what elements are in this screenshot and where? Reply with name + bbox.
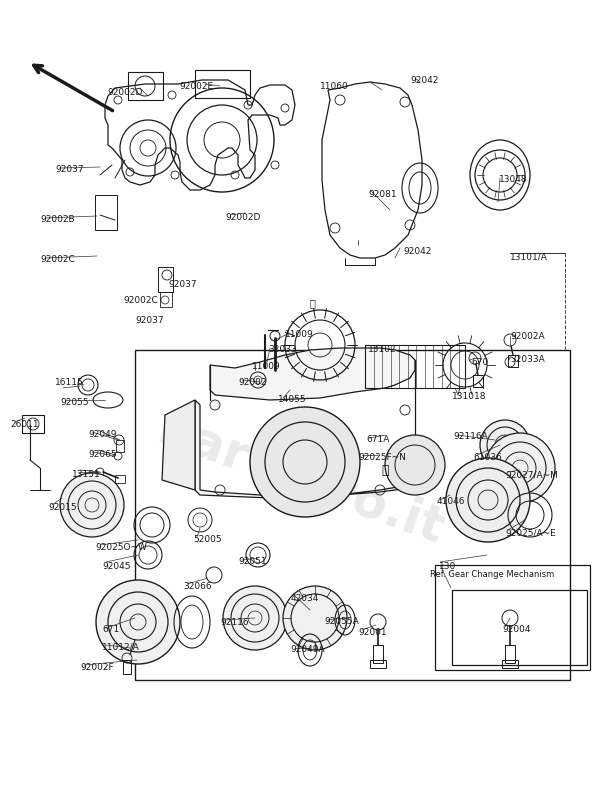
Bar xyxy=(158,267,173,292)
Text: 92025F~N: 92025F~N xyxy=(358,453,406,462)
Text: 52005: 52005 xyxy=(193,535,221,544)
Text: 92002C: 92002C xyxy=(123,296,158,305)
Text: 11009: 11009 xyxy=(252,362,281,371)
Text: 671A: 671A xyxy=(366,435,389,444)
Text: 92025/A~E: 92025/A~E xyxy=(505,528,556,537)
Text: 92081: 92081 xyxy=(368,190,397,199)
Bar xyxy=(135,350,570,680)
Text: 11012/A: 11012/A xyxy=(102,643,140,652)
Text: 92002B: 92002B xyxy=(40,215,74,224)
Text: 13048: 13048 xyxy=(499,175,527,184)
Text: 92002D: 92002D xyxy=(225,213,260,222)
Text: 61036: 61036 xyxy=(473,453,502,462)
Text: 13101/A: 13101/A xyxy=(510,253,548,262)
Text: 11009: 11009 xyxy=(285,330,314,339)
Bar xyxy=(195,70,250,98)
Circle shape xyxy=(96,580,180,664)
Text: 92037: 92037 xyxy=(135,316,164,325)
Text: 92002: 92002 xyxy=(238,378,266,387)
Text: Ⓐ: Ⓐ xyxy=(309,298,315,308)
Text: 92055A: 92055A xyxy=(324,617,359,626)
Bar xyxy=(435,565,590,670)
Text: 92001: 92001 xyxy=(358,628,386,637)
Text: 16115: 16115 xyxy=(55,378,84,387)
Text: 13151: 13151 xyxy=(72,470,101,479)
Bar xyxy=(95,195,117,230)
Bar xyxy=(370,660,386,668)
Text: 92025O~W: 92025O~W xyxy=(95,543,147,552)
Text: Ref. Gear Change Mechanism: Ref. Gear Change Mechanism xyxy=(430,570,554,579)
Text: 92037: 92037 xyxy=(55,165,83,174)
Bar xyxy=(115,475,125,483)
Circle shape xyxy=(446,458,530,542)
Text: 32033A: 32033A xyxy=(510,355,545,364)
Text: 92002D: 92002D xyxy=(107,88,143,97)
Text: 130: 130 xyxy=(439,562,456,571)
Text: 92002A: 92002A xyxy=(510,332,545,341)
Circle shape xyxy=(485,433,555,503)
Text: 92042: 92042 xyxy=(403,247,431,256)
Text: 92002F: 92002F xyxy=(80,663,113,672)
Bar xyxy=(365,345,465,388)
Bar xyxy=(473,375,483,387)
Bar xyxy=(128,72,163,100)
Bar xyxy=(508,355,518,367)
Text: 92116: 92116 xyxy=(220,618,248,627)
Circle shape xyxy=(385,435,445,495)
Text: 26011: 26011 xyxy=(10,420,38,429)
Text: 92002E: 92002E xyxy=(179,82,213,91)
Text: 92042: 92042 xyxy=(410,76,439,85)
Text: 41046: 41046 xyxy=(437,497,466,506)
Polygon shape xyxy=(162,400,195,490)
Text: 92065: 92065 xyxy=(88,450,116,459)
Text: Partzpro.it: Partzpro.it xyxy=(150,406,450,554)
Circle shape xyxy=(283,586,347,650)
Text: 92055: 92055 xyxy=(60,398,89,407)
Text: 92045: 92045 xyxy=(102,562,131,571)
Circle shape xyxy=(480,420,530,470)
Text: 92116A: 92116A xyxy=(453,432,488,441)
Text: 671: 671 xyxy=(102,625,119,634)
Text: Ⓐ: Ⓐ xyxy=(381,463,389,476)
Text: 670: 670 xyxy=(471,358,488,367)
Polygon shape xyxy=(210,348,415,400)
Circle shape xyxy=(250,407,360,517)
Circle shape xyxy=(60,473,124,537)
Bar xyxy=(502,660,518,668)
Bar xyxy=(123,660,131,674)
Text: 131018: 131018 xyxy=(452,392,487,401)
Text: 92002C: 92002C xyxy=(40,255,75,264)
Bar xyxy=(160,292,172,307)
Text: 92015: 92015 xyxy=(48,503,77,512)
Text: 92049A: 92049A xyxy=(290,645,325,654)
Text: 32033: 32033 xyxy=(268,345,296,354)
Circle shape xyxy=(223,586,287,650)
Bar xyxy=(22,415,44,433)
Text: 92037: 92037 xyxy=(168,280,197,289)
Text: 32066: 32066 xyxy=(183,582,212,591)
Text: 14055: 14055 xyxy=(278,395,307,404)
Text: 92049: 92049 xyxy=(88,430,116,439)
Bar xyxy=(373,645,383,663)
Bar xyxy=(505,645,515,663)
Bar xyxy=(116,440,124,452)
Text: 13102: 13102 xyxy=(368,345,397,354)
Text: 92004: 92004 xyxy=(502,625,530,634)
Bar xyxy=(452,590,587,665)
Text: 92051: 92051 xyxy=(238,557,266,566)
Text: 92027/A~M: 92027/A~M xyxy=(505,470,558,479)
Text: 42034: 42034 xyxy=(291,594,319,603)
Polygon shape xyxy=(195,400,435,498)
Text: 11060: 11060 xyxy=(320,82,349,91)
